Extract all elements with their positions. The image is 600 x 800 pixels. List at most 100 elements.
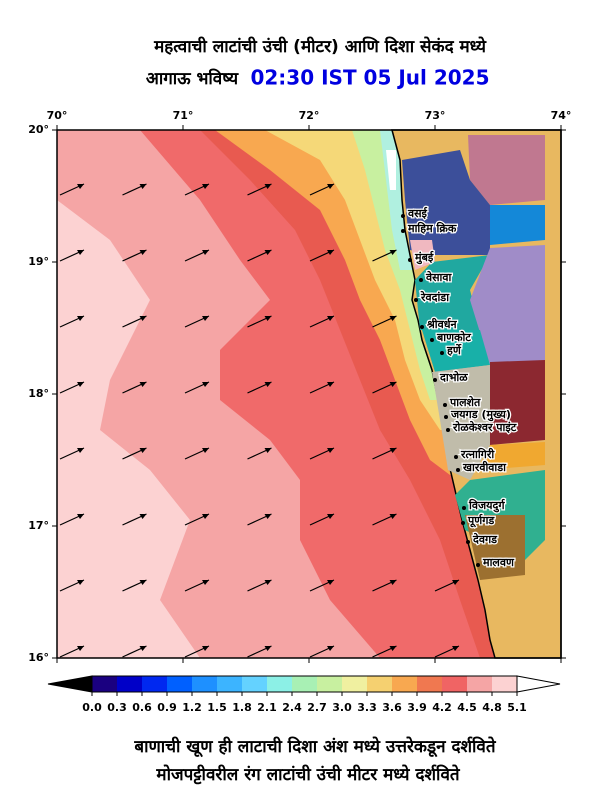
place-label: रत्नागिरी: [460, 447, 495, 461]
arrow-head: [139, 382, 147, 387]
place-label: बाणकोट: [436, 330, 471, 344]
arrow-head: [202, 646, 209, 651]
colorbar-swatch: [392, 676, 417, 692]
colorbar: 0.0 0.3 0.6 0.9 1.2 1.5 1.8 2.1 2.4 2.7 3.0 3.3 3.6 3…: [47, 675, 561, 714]
land: [391, 129, 562, 659]
arrow-head: [389, 580, 397, 585]
arrow-head: [327, 448, 334, 453]
arrow-head: [139, 250, 147, 255]
arrow-head: [202, 316, 209, 321]
subtitle: आगाऊ भविष्य: [146, 68, 239, 89]
arrow-head: [389, 316, 397, 321]
place-dot: [446, 428, 450, 432]
place-label: पालशेत: [449, 395, 481, 409]
arrow-head: [327, 580, 334, 585]
lat-tick-label: 17°: [28, 519, 49, 532]
arrow-head: [327, 316, 334, 321]
place-dot: [462, 506, 466, 510]
colorbar-swatch: [242, 676, 267, 692]
arrow-head: [327, 250, 334, 255]
lon-tick-label: 71°: [173, 109, 194, 122]
colorbar-tick-label: 5.1: [507, 701, 527, 714]
colorbar-end: [47, 675, 93, 693]
arrow-head: [77, 382, 84, 387]
colorbar-swatch: [417, 676, 442, 692]
arrow-head: [327, 382, 334, 387]
colorbar-end: [516, 675, 561, 693]
arrow-head: [139, 316, 147, 321]
colorbar-tick-label: 4.8: [482, 701, 502, 714]
arrow-head: [264, 448, 272, 453]
place-dot: [454, 455, 458, 459]
place-label: वसई: [407, 206, 428, 220]
arrow-head: [389, 646, 397, 651]
map-axes: 70° 71° 72° 73° 74° 20° 19° 18° 17° 16°: [28, 109, 571, 664]
place-label: दाभोळ: [439, 370, 468, 384]
colorbar-swatch: [492, 676, 517, 692]
colorbar-tick-label: 2.7: [307, 701, 327, 714]
place-dot: [476, 563, 480, 567]
colorbar-tick-label: 3.6: [382, 701, 402, 714]
lat-tick-label: 18°: [28, 387, 49, 400]
arrow-head: [202, 580, 209, 585]
colorbar-tick-label: 0.3: [107, 701, 127, 714]
arrow-head: [202, 514, 209, 519]
arrow-head: [77, 514, 84, 519]
place-label: हर्णे: [446, 343, 462, 357]
colorbar-swatch: [442, 676, 467, 692]
colorbar-swatch: [342, 676, 367, 692]
colorbar-frame: [91, 675, 518, 693]
colorbar-swatch: [92, 676, 117, 692]
colorbar-swatch: [142, 676, 167, 692]
lon-tick-label: 70°: [47, 109, 68, 122]
wave-arrows: [59, 183, 460, 658]
arrow-head: [202, 184, 209, 189]
place-label: रोळकेश्वर पाइंट: [452, 420, 517, 434]
arrow-head: [139, 448, 147, 453]
colorbar-tick-label: 3.9: [407, 701, 427, 714]
colorbar-tick-label: 1.8: [232, 701, 252, 714]
arrow-head: [452, 580, 459, 585]
place-dot: [461, 521, 465, 525]
place-dot: [419, 278, 423, 282]
forecast-time: 02:30 IST 05 Jul 2025: [250, 66, 489, 90]
colorbar-swatch: [117, 676, 142, 692]
arrow-head: [264, 514, 272, 519]
arrow-head: [389, 448, 397, 453]
arrow-head: [77, 448, 84, 453]
arrow-head: [264, 184, 272, 189]
arrow-head: [77, 184, 84, 189]
arrow-head: [264, 646, 272, 651]
place-dot: [443, 403, 447, 407]
place-dot: [456, 468, 460, 472]
lon-tick-label: 74°: [551, 109, 572, 122]
arrow-head: [389, 514, 397, 519]
place-label: विजयदुर्ग: [468, 498, 506, 513]
colorbar-tick-label: 3.0: [332, 701, 352, 714]
arrow-head: [77, 250, 84, 255]
colorbar-tick-label: 1.5: [207, 701, 227, 714]
place-dot: [401, 229, 405, 233]
place-dot: [433, 378, 437, 382]
title: महत्वाची लाटांची उंची (मीटर) आणि दिशा से…: [153, 36, 487, 57]
place-dot: [444, 415, 448, 419]
colorbar-swatch: [267, 676, 292, 692]
colorbar-tick-label: 2.1: [257, 701, 277, 714]
arrow-head: [264, 580, 272, 585]
place-label: देवगड: [472, 532, 498, 546]
place-label: माहिम क्रिक: [407, 221, 457, 235]
lat-tick-label: 16°: [28, 651, 49, 664]
arrow-head: [264, 382, 272, 387]
colorbar-tick-label: 1.2: [182, 701, 202, 714]
arrow-head: [264, 250, 272, 255]
place-dot: [414, 298, 418, 302]
place-dot: [440, 351, 444, 355]
lat-tick-label: 20°: [28, 123, 49, 136]
arrow-head: [139, 646, 147, 651]
place-label: खारवीवाडा: [462, 460, 507, 474]
lat-tick-label: 19°: [28, 255, 49, 268]
colorbar-swatch: [317, 676, 342, 692]
place-label: श्रीवर्धन: [426, 317, 458, 331]
arrow-head: [327, 646, 334, 651]
